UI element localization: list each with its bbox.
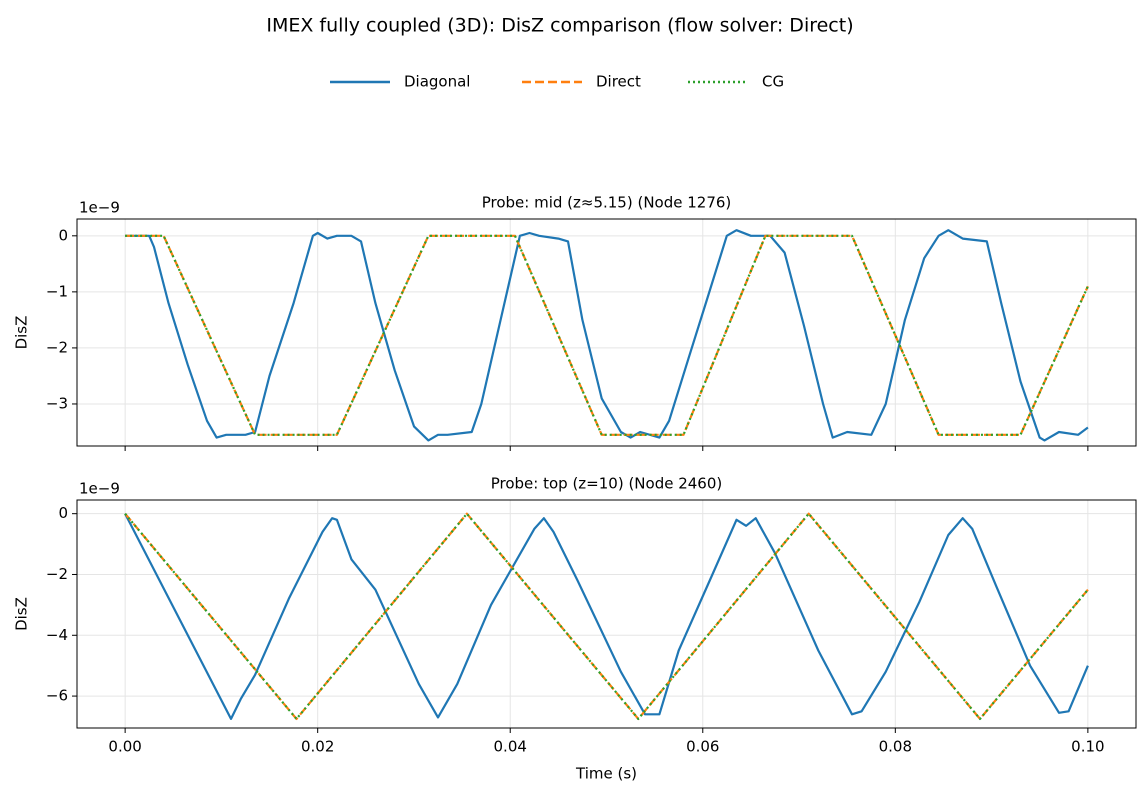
legend-label: CG (762, 73, 784, 91)
subplot-title: Probe: top (z=10) (Node 2460) (491, 475, 723, 493)
subplot-title: Probe: mid (z≈5.15) (Node 1276) (482, 194, 732, 212)
y-tick-label: −1 (46, 282, 68, 300)
x-tick-label: 0.08 (879, 738, 912, 756)
offset-label: 1e−9 (79, 199, 120, 217)
line-dotted (124, 512, 1089, 720)
y-tick-label: −2 (46, 565, 68, 583)
legend-label: Direct (596, 73, 641, 91)
plot-frame (76, 499, 1137, 729)
x-tick-label: 0.10 (1071, 738, 1104, 756)
y-tick-label: −2 (46, 338, 68, 356)
offset-label: 1e−9 (79, 480, 120, 498)
y-axis-label: DisZ (13, 316, 31, 350)
legend-label: Diagonal (404, 73, 470, 91)
y-tick-label: −4 (46, 626, 68, 644)
y-tick-label: 0 (58, 226, 68, 244)
x-tick-label: 0.06 (686, 738, 719, 756)
x-axis-label: Time (s) (575, 765, 637, 783)
x-tick-label: 0.00 (108, 738, 141, 756)
y-axis-label: DisZ (13, 597, 31, 631)
y-tick-label: −3 (46, 394, 68, 412)
y-tick-label: 0 (58, 504, 68, 522)
x-tick-label: 0.04 (494, 738, 527, 756)
line-solid (124, 513, 1089, 720)
line-dashed (125, 234, 1089, 436)
line-solid (125, 229, 1089, 442)
figure-title: IMEX fully coupled (3D): DisZ comparison… (266, 15, 853, 37)
y-tick-label: −6 (46, 687, 68, 705)
plot-frame (76, 218, 1137, 447)
x-tick-label: 0.02 (301, 738, 334, 756)
